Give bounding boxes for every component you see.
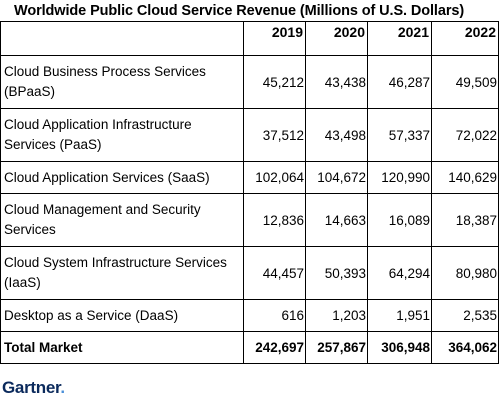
table-row: Cloud Application Services (SaaS) 102,06… xyxy=(0,161,499,194)
row-label: Cloud Management and Security Services xyxy=(0,193,244,247)
row-value: 1,203 xyxy=(305,299,368,332)
gartner-logo: Gartner. xyxy=(2,378,65,398)
logo-dot: . xyxy=(60,378,65,397)
table-row: Cloud Business Process Services (BPaaS) … xyxy=(0,55,499,109)
logo-text: Gartner xyxy=(2,378,61,397)
row-value: 46,287 xyxy=(367,55,432,109)
row-label: Cloud System Infrastructure Services (Ia… xyxy=(0,246,244,300)
row-value: 45,212 xyxy=(243,55,306,109)
row-value: 49,509 xyxy=(431,55,499,109)
row-value: 18,387 xyxy=(431,193,499,247)
total-value: 257,867 xyxy=(305,331,368,364)
total-row: Total Market 242,697 257,867 306,948 364… xyxy=(0,331,499,364)
row-value: 64,294 xyxy=(367,246,432,300)
row-label: Cloud Application Services (SaaS) xyxy=(0,161,244,194)
total-value: 242,697 xyxy=(243,331,306,364)
row-label: Cloud Application Infrastructure Service… xyxy=(0,108,244,162)
row-value: 44,457 xyxy=(243,246,306,300)
row-value: 50,393 xyxy=(305,246,368,300)
total-value: 364,062 xyxy=(431,331,499,364)
header-year: 2019 xyxy=(243,21,306,56)
total-label: Total Market xyxy=(0,331,244,364)
table-row: Cloud Application Infrastructure Service… xyxy=(0,108,499,162)
table-row: Desktop as a Service (DaaS) 616 1,203 1,… xyxy=(0,299,499,332)
header-year: 2020 xyxy=(305,21,368,56)
header-empty-cell xyxy=(0,21,244,56)
row-value: 72,022 xyxy=(431,108,499,162)
table-row: Cloud System Infrastructure Services (Ia… xyxy=(0,246,499,300)
revenue-table: 2019 2020 2021 2022 Cloud Business Proce… xyxy=(0,21,499,364)
row-value: 1,951 xyxy=(367,299,432,332)
row-value: 120,990 xyxy=(367,161,432,194)
row-value: 140,629 xyxy=(431,161,499,194)
row-value: 12,836 xyxy=(243,193,306,247)
row-value: 16,089 xyxy=(367,193,432,247)
row-value: 57,337 xyxy=(367,108,432,162)
table-title: Worldwide Public Cloud Service Revenue (… xyxy=(14,3,465,19)
row-value: 14,663 xyxy=(305,193,368,247)
row-value: 37,512 xyxy=(243,108,306,162)
row-label: Cloud Business Process Services (BPaaS) xyxy=(0,55,244,109)
row-value: 616 xyxy=(243,299,306,332)
row-value: 43,498 xyxy=(305,108,368,162)
row-value: 43,438 xyxy=(305,55,368,109)
total-value: 306,948 xyxy=(367,331,432,364)
row-label: Desktop as a Service (DaaS) xyxy=(0,299,244,332)
row-value: 102,064 xyxy=(243,161,306,194)
row-value: 2,535 xyxy=(431,299,499,332)
row-value: 80,980 xyxy=(431,246,499,300)
table-row: Cloud Management and Security Services 1… xyxy=(0,193,499,247)
header-row: 2019 2020 2021 2022 xyxy=(0,21,499,56)
header-year: 2022 xyxy=(431,21,499,56)
header-year: 2021 xyxy=(367,21,432,56)
row-value: 104,672 xyxy=(305,161,368,194)
